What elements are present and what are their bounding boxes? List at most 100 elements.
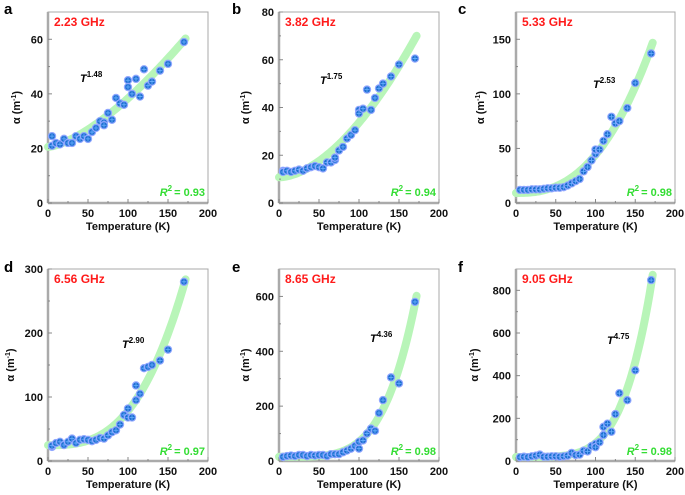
data-point <box>611 409 620 419</box>
data-point <box>615 116 624 126</box>
x-tick-label: 150 <box>159 208 177 220</box>
power-law-exponent: 4.36 <box>377 330 393 339</box>
data-point <box>179 277 189 286</box>
y-tick-label: 400 <box>493 371 511 383</box>
panel-letter: e <box>232 259 240 276</box>
data-point <box>575 174 584 184</box>
power-law-base: T <box>370 333 378 345</box>
data-point <box>410 297 420 307</box>
fit-curve <box>44 275 190 450</box>
x-tick-label: 150 <box>390 466 408 478</box>
data-point <box>595 145 604 154</box>
data-point <box>135 92 145 101</box>
y-tick-label: 0 <box>505 198 511 210</box>
y-tick-label: 200 <box>256 401 274 413</box>
frequency-label: 9.05 GHz <box>522 272 573 286</box>
x-tick-label: 0 <box>45 208 51 220</box>
y-tick-label: 60 <box>262 55 274 67</box>
x-tick-label: 150 <box>626 208 644 220</box>
y-axis-title: α (m-1) <box>240 348 252 382</box>
x-axis-title: Temperature (K) <box>553 479 637 491</box>
data-point <box>386 373 396 382</box>
data-point <box>99 121 109 130</box>
panel-letter: b <box>232 1 241 18</box>
data-point <box>123 82 133 92</box>
y-axis-title: α (m-1) <box>5 348 17 382</box>
y-axis-title: α (m-1) <box>469 348 481 382</box>
x-tick-label: 100 <box>350 466 368 478</box>
power-law-exponent: 4.75 <box>614 332 630 341</box>
data-point <box>83 134 93 144</box>
y-tick-label: 200 <box>25 328 43 340</box>
data-point <box>370 93 380 103</box>
power-law-label: T2.90 <box>122 336 145 351</box>
data-point <box>155 66 165 75</box>
panel-f: 0 50 100 150 200 0 200 400 600 800 f 9.05 GHz T4.75 R… <box>458 259 684 491</box>
r-squared-label: R2 = 0.97 <box>160 443 205 458</box>
panel-letter: a <box>4 1 13 18</box>
data-point <box>623 396 632 405</box>
data-point <box>646 275 656 285</box>
x-tick-label: 200 <box>430 208 448 220</box>
x-tick-label: 100 <box>586 208 604 220</box>
y-tick-label: 20 <box>262 150 274 162</box>
x-tick-label: 0 <box>513 208 519 220</box>
fit-curve <box>275 31 421 182</box>
r-squared-label: R2 = 0.98 <box>627 184 672 199</box>
y-tick-label: 50 <box>499 143 511 155</box>
data-point <box>47 131 57 141</box>
y-tick-label: 100 <box>493 89 511 101</box>
data-point <box>394 379 404 388</box>
y-tick-label: 800 <box>493 285 511 297</box>
data-point <box>358 436 368 445</box>
data-point <box>135 389 145 398</box>
data-point <box>131 381 141 390</box>
data-point <box>362 85 372 94</box>
x-tick-label: 0 <box>276 466 282 478</box>
x-axis-title: Temperature (K) <box>317 221 401 233</box>
fit-curve <box>512 270 657 461</box>
data-point <box>603 130 612 139</box>
r-squared-label: R2 = 0.98 <box>627 443 672 458</box>
fit-curve <box>275 291 421 461</box>
panel-letter: d <box>4 259 13 276</box>
y-tick-label: 100 <box>25 392 43 404</box>
data-point <box>370 426 380 436</box>
data-point <box>179 37 189 47</box>
power-law-label: T1.75 <box>320 72 343 87</box>
data-point <box>91 123 101 133</box>
fit-curve <box>44 34 190 151</box>
data-point <box>163 345 173 354</box>
panel-letter: f <box>458 259 464 276</box>
data-point <box>127 413 137 422</box>
frequency-label: 5.33 GHz <box>522 15 573 29</box>
x-tick-label: 200 <box>666 208 684 220</box>
x-axis-title: Temperature (K) <box>86 221 170 233</box>
panel-d: 0 50 100 150 200 0 100 200 300 d 6.56 GHz T2.90 R2 = … <box>4 259 217 491</box>
data-point <box>115 420 125 429</box>
power-law-label: T4.36 <box>370 330 393 345</box>
y-tick-label: 600 <box>493 328 511 340</box>
data-point <box>631 78 640 88</box>
x-tick-label: 100 <box>119 466 137 478</box>
data-point <box>330 153 340 162</box>
y-tick-label: 60 <box>31 34 43 46</box>
data-point <box>631 366 640 375</box>
y-tick-label: 40 <box>31 89 43 101</box>
x-tick-label: 100 <box>119 208 137 220</box>
x-tick-label: 50 <box>82 208 94 220</box>
y-tick-label: 400 <box>256 346 274 358</box>
data-point <box>103 108 113 118</box>
y-tick-label: 0 <box>37 198 43 210</box>
x-tick-label: 50 <box>550 466 562 478</box>
x-tick-label: 150 <box>159 466 177 478</box>
y-tick-label: 150 <box>493 34 511 46</box>
data-point <box>410 54 420 63</box>
data-point <box>366 105 376 115</box>
data-point <box>394 60 404 69</box>
data-point <box>603 419 612 428</box>
power-law-exponent: 1.48 <box>87 70 103 79</box>
data-point <box>378 79 388 88</box>
data-point <box>354 444 364 453</box>
